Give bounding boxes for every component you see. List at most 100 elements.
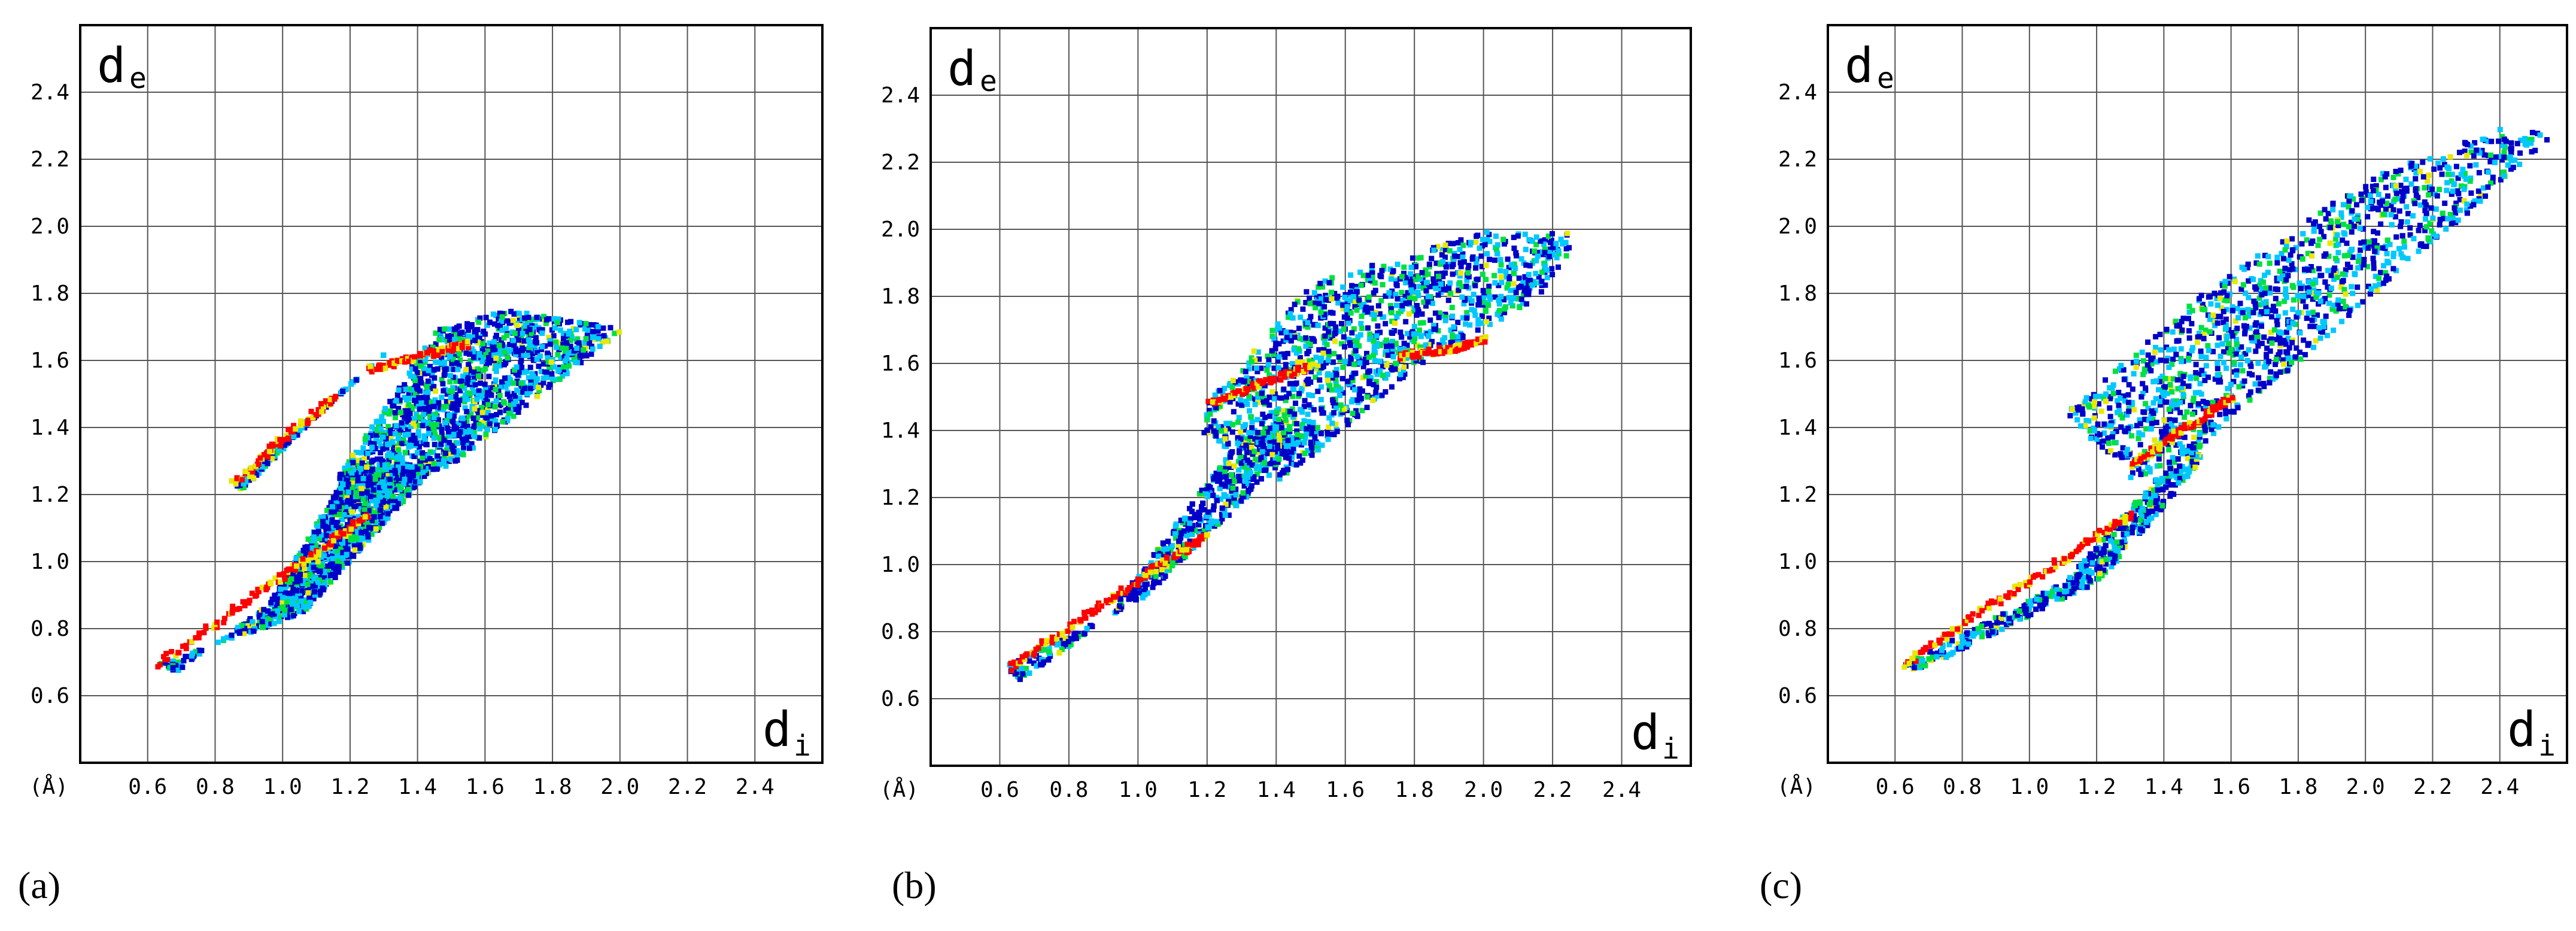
scatter-point-dense	[391, 363, 397, 369]
scatter-point	[336, 504, 342, 510]
scatter-point	[411, 420, 417, 426]
scatter-point	[475, 393, 481, 399]
scatter-point-dense	[391, 360, 397, 366]
scatter-point	[284, 614, 290, 620]
scatter-point	[442, 450, 448, 456]
scatter-point	[561, 364, 567, 370]
scatter-point	[297, 427, 303, 433]
scatter-point	[380, 480, 386, 486]
scatter-point	[365, 450, 371, 456]
scatter-point	[582, 326, 588, 332]
scatter-point	[373, 419, 379, 424]
scatter-point	[457, 386, 463, 392]
scatter-point-dense	[256, 461, 262, 467]
scatter-point	[530, 356, 536, 362]
scatter-point	[350, 492, 356, 498]
scatter-point	[335, 520, 341, 526]
scatter-point	[334, 509, 340, 515]
scatter-point	[373, 526, 379, 532]
scatter-point	[418, 360, 424, 366]
y-tick-label: 0.8	[31, 617, 69, 641]
scatter-point	[413, 383, 419, 389]
scatter-point	[376, 472, 382, 478]
scatter-point	[460, 439, 466, 445]
scatter-point	[536, 363, 542, 369]
scatter-point	[477, 426, 483, 432]
scatter-point	[297, 578, 303, 584]
scatter-point	[272, 599, 278, 605]
scatter-point	[307, 599, 313, 605]
scatter-point	[522, 386, 528, 392]
scatter-point	[408, 423, 414, 429]
scatter-point-dense	[211, 625, 217, 631]
scatter-point	[581, 347, 587, 353]
scatter-point	[386, 441, 392, 447]
scatter-point	[432, 397, 438, 403]
scatter-point	[475, 408, 481, 414]
scatter-point	[329, 509, 335, 515]
scatter-point	[524, 368, 530, 374]
scatter-point	[395, 464, 401, 470]
scatter-point	[418, 363, 424, 369]
scatter-point	[534, 356, 540, 362]
scatter-point	[445, 333, 451, 339]
scatter-point-dense	[291, 423, 297, 429]
scatter-point	[338, 489, 344, 495]
scatter-point	[423, 382, 429, 388]
scatter-point	[525, 375, 531, 381]
x-tick-label: 0.6	[128, 775, 167, 799]
scatter-point-dense	[338, 529, 344, 535]
scatter-point	[265, 608, 271, 614]
scatter-point	[555, 368, 561, 374]
scatter-point	[409, 366, 415, 372]
scatter-point	[395, 467, 401, 473]
scatter-point-dense	[196, 630, 202, 636]
scatter-point	[386, 458, 392, 464]
scatter-point	[360, 475, 366, 481]
scatter-point	[436, 434, 442, 440]
scatter-point	[269, 596, 275, 602]
scatter-point	[557, 376, 563, 382]
scatter-point	[250, 619, 256, 625]
scatter-point	[376, 524, 382, 530]
scatter-point	[516, 368, 522, 374]
scatter-point	[479, 393, 485, 399]
scatter-point	[311, 596, 317, 602]
scatter-point	[308, 580, 314, 586]
scatter-point	[317, 590, 323, 596]
scatter-point-dense	[256, 458, 262, 464]
scatter-point-dense	[274, 441, 280, 447]
scatter-point	[370, 480, 376, 486]
scatter-point	[423, 407, 429, 413]
scatter-point	[471, 429, 477, 435]
scatter-point-dense	[233, 481, 239, 487]
scatter-point	[559, 345, 565, 351]
scatter-point	[431, 435, 437, 441]
scatter-point	[330, 495, 336, 501]
scatter-point-dense	[341, 531, 347, 537]
scatter-point	[445, 425, 451, 431]
scatter-point	[395, 483, 401, 489]
scatter-point	[381, 352, 387, 358]
scatter-point	[475, 327, 481, 333]
scatter-point	[482, 385, 488, 391]
scatter-point-dense	[265, 454, 271, 460]
scatter-point	[406, 417, 412, 423]
scatter-point	[282, 607, 288, 613]
scatter-point	[435, 366, 441, 372]
scatter-point	[529, 371, 535, 377]
scatter-point	[290, 590, 296, 596]
scatter-point	[324, 508, 330, 514]
scatter-point	[305, 590, 311, 596]
scatter-point	[320, 585, 326, 591]
scatter-point	[345, 484, 351, 490]
scatter-point	[383, 504, 389, 510]
scatter-point	[393, 414, 399, 420]
scatter-point-dense	[235, 475, 241, 481]
scatter-point	[310, 583, 316, 589]
scatter-point	[312, 554, 318, 560]
scatter-point	[363, 529, 369, 535]
scatter-point-dense	[429, 348, 435, 354]
scatter-point	[416, 470, 422, 476]
scatter-point	[493, 368, 499, 374]
